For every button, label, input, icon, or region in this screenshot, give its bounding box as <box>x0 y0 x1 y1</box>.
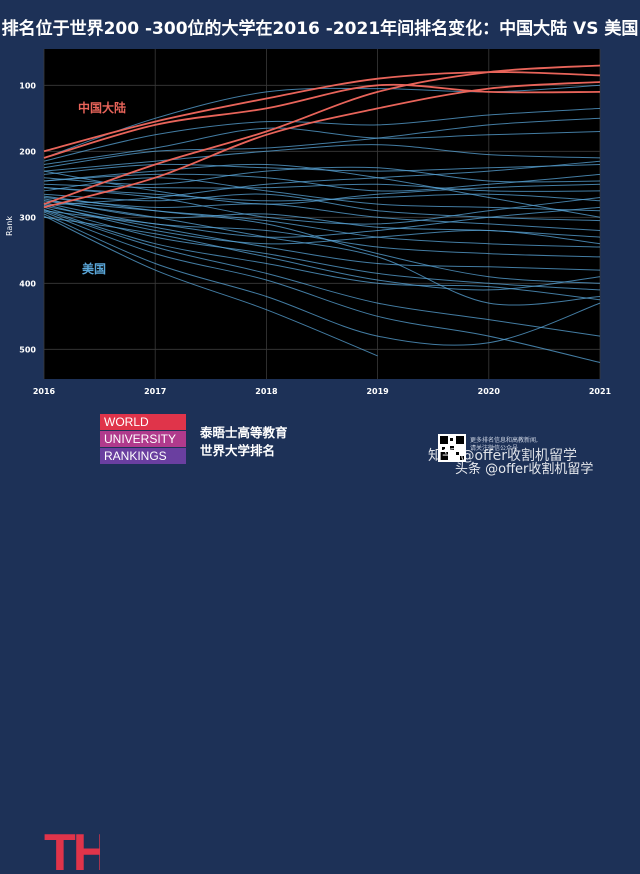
logo-rankings: RANKINGS <box>100 448 186 464</box>
the-logo: THE <box>44 824 100 874</box>
series-usa-7 <box>43 117 601 169</box>
series-usa-23 <box>43 208 601 301</box>
line-chart: 100 200 300 400 500 2016 2017 2018 2019 2020 2021… <box>5 49 612 396</box>
qr-code <box>438 434 466 462</box>
x-tick-2021: 2021 <box>589 387 612 396</box>
series-usa-25 <box>43 211 601 363</box>
series-usa-10 <box>43 166 601 185</box>
y-tick-100: 100 <box>19 81 36 90</box>
qr-caption: 更多排名信息和高教新闻, 请关注微信公众号 <box>470 437 538 453</box>
series-china-0 <box>43 71 601 153</box>
series-usa-28 <box>43 170 601 205</box>
series-usa-14 <box>43 177 601 212</box>
the-logo-letters: THE <box>44 824 100 874</box>
series-usa-5 <box>43 107 601 162</box>
y-axis-label: Rank <box>5 216 14 236</box>
series-usa-20 <box>43 203 601 245</box>
y-tick-400: 400 <box>19 279 36 288</box>
x-tick-2018: 2018 <box>255 387 278 396</box>
series-usa-6 <box>43 127 601 165</box>
series-lines <box>43 64 601 363</box>
series-usa-8 <box>43 144 601 172</box>
x-tick-2016: 2016 <box>33 387 56 396</box>
series-usa-29 <box>43 163 601 218</box>
series-usa-35 <box>43 216 601 291</box>
series-usa-12 <box>43 183 601 192</box>
y-tick-labels: 100 200 300 400 500 <box>19 81 36 354</box>
series-usa-13 <box>43 187 601 202</box>
series-usa-16 <box>43 197 601 231</box>
x-tick-labels: 2016 2017 2018 2019 2020 2021 <box>33 387 612 396</box>
y-tick-300: 300 <box>19 213 36 222</box>
series-usa-19 <box>43 202 601 258</box>
x-tick-2017: 2017 <box>144 387 166 396</box>
series-usa-30 <box>43 187 601 225</box>
footer-line-2: 世界大学排名 <box>200 443 276 458</box>
footer-text: 泰晤士高等教育 世界大学排名 <box>200 424 288 460</box>
logo-university: UNIVERSITY <box>100 431 186 447</box>
chart-title: 排名位于世界200 -300位的大学在2016 -2021年间排名变化：中国大陆… <box>1 19 639 39</box>
series-usa-26 <box>43 213 601 346</box>
watermark-toutiao: 头条 @offer收割机留学 <box>455 462 594 477</box>
x-tick-2019: 2019 <box>366 387 389 396</box>
y-tick-500: 500 <box>19 345 36 354</box>
annotation-usa: 美国 <box>82 261 106 276</box>
series-usa-27 <box>43 215 378 357</box>
qr-caption-line-2: 请关注微信公众号 <box>470 445 519 452</box>
qr-caption-line-1: 更多排名信息和高教新闻, <box>470 437 538 444</box>
series-usa-15 <box>43 193 601 222</box>
series-china-3 <box>43 83 601 159</box>
qr-icon <box>440 436 464 460</box>
series-usa-24 <box>43 210 601 337</box>
series-usa-22 <box>43 206 601 291</box>
series-china-1 <box>43 64 601 205</box>
series-china-2 <box>43 81 601 209</box>
y-tick-200: 200 <box>19 147 36 156</box>
footer-line-1: 泰晤士高等教育 <box>200 425 288 440</box>
series-usa-11 <box>43 173 601 192</box>
series-usa-31 <box>43 195 601 284</box>
logo-world: WORLD <box>100 414 186 430</box>
series-usa-21 <box>43 205 601 271</box>
x-tick-2020: 2020 <box>478 387 501 396</box>
series-usa-32 <box>43 200 601 306</box>
watermark-zhihu: 知乎 @offer收割机留学 <box>428 448 578 464</box>
series-usa-34 <box>43 206 601 238</box>
annotation-china: 中国大陆 <box>78 100 126 115</box>
series-usa-33 <box>43 160 601 206</box>
